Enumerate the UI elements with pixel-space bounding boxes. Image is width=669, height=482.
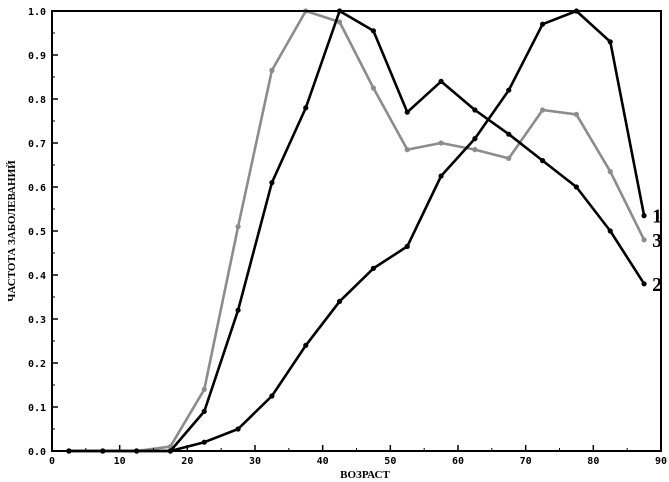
- data-point: [539, 107, 546, 113]
- data-point: [438, 78, 444, 84]
- data-point: [506, 87, 512, 93]
- y-tick-label: 0.1: [28, 403, 46, 414]
- data-point: [303, 105, 309, 111]
- x-tick-label: 10: [114, 456, 126, 467]
- data-point: [607, 228, 613, 234]
- data-point: [607, 169, 613, 175]
- x-tick-label: 50: [384, 456, 396, 467]
- series-line: [68, 9, 646, 453]
- data-point: [404, 243, 410, 249]
- x-tick-label: 0: [49, 456, 55, 467]
- data-point: [641, 213, 647, 219]
- data-point: [201, 386, 207, 392]
- data-point: [235, 426, 241, 432]
- data-point: [641, 281, 647, 287]
- y-tick-label: 0.5: [28, 227, 46, 238]
- data-point: [472, 147, 478, 153]
- data-point: [404, 109, 410, 115]
- data-point: [235, 307, 241, 313]
- series-layer: [66, 8, 647, 454]
- data-point: [269, 180, 275, 186]
- data-point: [472, 136, 478, 142]
- data-point: [438, 173, 444, 179]
- y-tick-label: 0.9: [28, 51, 46, 62]
- x-tick-label: 90: [655, 456, 667, 467]
- data-point: [336, 19, 343, 25]
- data-point: [472, 107, 478, 113]
- y-tick-label: 0.3: [28, 315, 46, 326]
- x-tick-label: 80: [587, 456, 599, 467]
- y-axis-title: ЧАСТОТА ЗАБОЛЕВАНИЙ: [6, 160, 18, 302]
- data-point: [336, 298, 343, 304]
- data-point: [607, 39, 613, 45]
- series-1: [66, 8, 647, 454]
- series-end-label: 1: [652, 206, 662, 228]
- y-tick-label: 0.6: [28, 183, 46, 194]
- data-point: [506, 131, 512, 137]
- plot-frame: [51, 10, 662, 452]
- data-point: [404, 147, 410, 153]
- axes-layer: [51, 10, 662, 452]
- data-point: [539, 21, 546, 27]
- x-tick-label: 20: [181, 456, 193, 467]
- x-tick-label: 70: [520, 456, 532, 467]
- data-point: [370, 28, 377, 34]
- data-point: [235, 224, 241, 230]
- data-point: [573, 184, 580, 190]
- y-tick-label: 1.0: [28, 7, 46, 18]
- y-tick-label: 0.7: [28, 139, 46, 150]
- x-axis-title: ВОЗРАСТ: [340, 469, 390, 481]
- y-tick-label: 0.2: [28, 359, 46, 370]
- data-point: [201, 408, 207, 414]
- data-point: [201, 439, 207, 445]
- data-point: [269, 393, 275, 399]
- data-point: [303, 342, 309, 348]
- y-tick-label: 0.0: [28, 447, 46, 458]
- data-point: [370, 265, 377, 271]
- series-2: [66, 8, 647, 454]
- data-point: [539, 158, 546, 164]
- y-tick-label: 0.8: [28, 95, 46, 106]
- data-point: [438, 140, 444, 146]
- data-point: [269, 67, 275, 73]
- series-3: [66, 8, 647, 454]
- data-point: [641, 237, 647, 243]
- data-point: [506, 155, 512, 161]
- series-line: [68, 9, 646, 453]
- x-tick-label: 60: [452, 456, 464, 467]
- x-tick-label: 40: [317, 456, 329, 467]
- series-end-label: 2: [652, 274, 662, 296]
- y-tick-label: 0.4: [28, 271, 46, 282]
- series-line: [68, 9, 646, 453]
- labels-layer: 13 2: [652, 206, 662, 296]
- series-end-label: 3: [652, 230, 662, 252]
- ticks-layer: 0 10 20 30 40 50 60 70 80 90 0.0 0.1 0.2 0.3 0.4 0.5 0.6…: [28, 7, 667, 467]
- data-point: [370, 85, 377, 91]
- x-tick-label: 30: [249, 456, 261, 467]
- data-point: [573, 111, 580, 117]
